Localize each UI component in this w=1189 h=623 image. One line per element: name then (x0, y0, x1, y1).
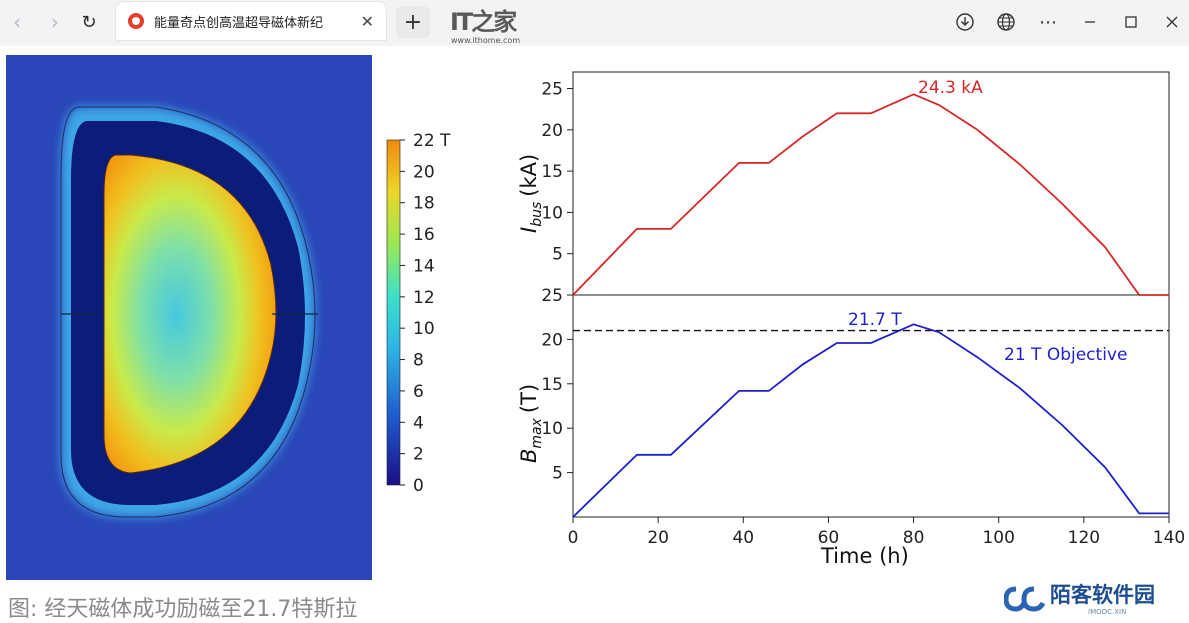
plots: 25 20 15 10 5 25 20 15 10 5 0 20 40 60 80 100 120 140 2… (517, 71, 1185, 568)
colorbar-tick-label: 14 (413, 256, 435, 276)
x-tick-label: 80 (903, 528, 925, 548)
y-tick-label: 20 (541, 330, 563, 350)
colorbar-tick-label: 22 T (413, 131, 451, 151)
colorbar-tick-label: 2 (413, 445, 424, 465)
more-menu-icon[interactable]: ⋯ (1039, 11, 1057, 33)
figure-caption: 图: 经天磁体成功励磁至21.7特斯拉 (8, 597, 358, 622)
colorbar-tick-label: 12 (413, 288, 435, 308)
colorbar-tick-label: 4 (413, 413, 424, 433)
peak-field-label: 21.7 T (848, 310, 902, 330)
objective-label: 21 T Objective (1004, 345, 1127, 365)
refresh-icon[interactable]: ↻ (81, 11, 97, 33)
x-tick-label: 100 (982, 528, 1014, 548)
x-tick-label: 20 (647, 528, 669, 548)
y-tick-label: 5 (552, 245, 563, 265)
colorbar-tick-label: 20 (413, 162, 435, 182)
x-tick-label: 120 (1068, 528, 1100, 548)
y-tick-label: 20 (541, 121, 563, 141)
colorbar-tick-label: 18 (413, 194, 435, 214)
colorbar-tick-label: 8 (413, 351, 424, 371)
browser-toolbar: ‹ › ↻ 能量奇点创高温超导磁体新纪 ✕ + IT之家 www.ithome.… (0, 0, 1189, 46)
x-tick-label: 0 (568, 528, 579, 548)
colorbar-tick-label: 6 (413, 382, 424, 402)
browser-tab[interactable]: 能量奇点创高温超导磁体新纪 ✕ (116, 2, 386, 40)
time-axis-label: Time (h) (820, 544, 909, 568)
y-tick-label: 15 (541, 162, 563, 182)
back-icon[interactable]: ‹ (13, 10, 21, 34)
y-tick-label: 10 (541, 203, 563, 223)
y-tick-label: 15 (541, 375, 563, 395)
ibus-series-line (572, 93, 1169, 296)
colorbar-tick-label: 0 (413, 476, 424, 496)
watermark-logo-icon (1004, 586, 1046, 612)
y-tick-label: 10 (541, 419, 563, 439)
y-tick-label: 25 (541, 286, 563, 306)
ibus-axis-label: Ibus(kA) (517, 154, 545, 233)
watermark-text: 陌客软件园 (1050, 582, 1155, 607)
download-icon[interactable] (953, 10, 977, 34)
tab-title: 能量奇点创高温超导磁体新纪 (154, 15, 324, 31)
colorbar-tick-label: 16 (413, 225, 435, 245)
minimize-icon[interactable] (1078, 10, 1102, 34)
watermark: 陌客软件园 IMOOC.XIN (1004, 581, 1184, 621)
maximize-icon[interactable] (1119, 10, 1143, 34)
colorbar-tick-label: 10 (413, 319, 435, 339)
new-tab-button[interactable]: + (396, 6, 430, 38)
bmax-axis-label: Bmax(T) (517, 384, 545, 463)
translate-globe-icon[interactable] (994, 10, 1018, 34)
x-tick-label: 40 (732, 528, 754, 548)
forward-icon[interactable]: › (51, 10, 59, 34)
y-tick-label: 25 (541, 80, 563, 100)
logo-mark: IT之家 (450, 8, 517, 36)
ithome-logo: IT之家 www.ithome.com (450, 2, 526, 45)
site-favicon-icon (128, 13, 144, 29)
peak-current-label: 24.3 kA (918, 78, 983, 98)
bmax-series-line (572, 323, 1169, 518)
watermark-subtext: IMOOC.XIN (1088, 608, 1127, 616)
close-tab-icon[interactable]: ✕ (360, 12, 374, 31)
x-tick-label: 60 (818, 528, 840, 548)
close-window-icon[interactable] (1160, 10, 1184, 34)
x-tick-label: 140 (1153, 528, 1185, 548)
y-tick-label: 5 (552, 464, 563, 484)
logo-url: www.ithome.com (451, 36, 521, 45)
field-map (6, 55, 372, 580)
